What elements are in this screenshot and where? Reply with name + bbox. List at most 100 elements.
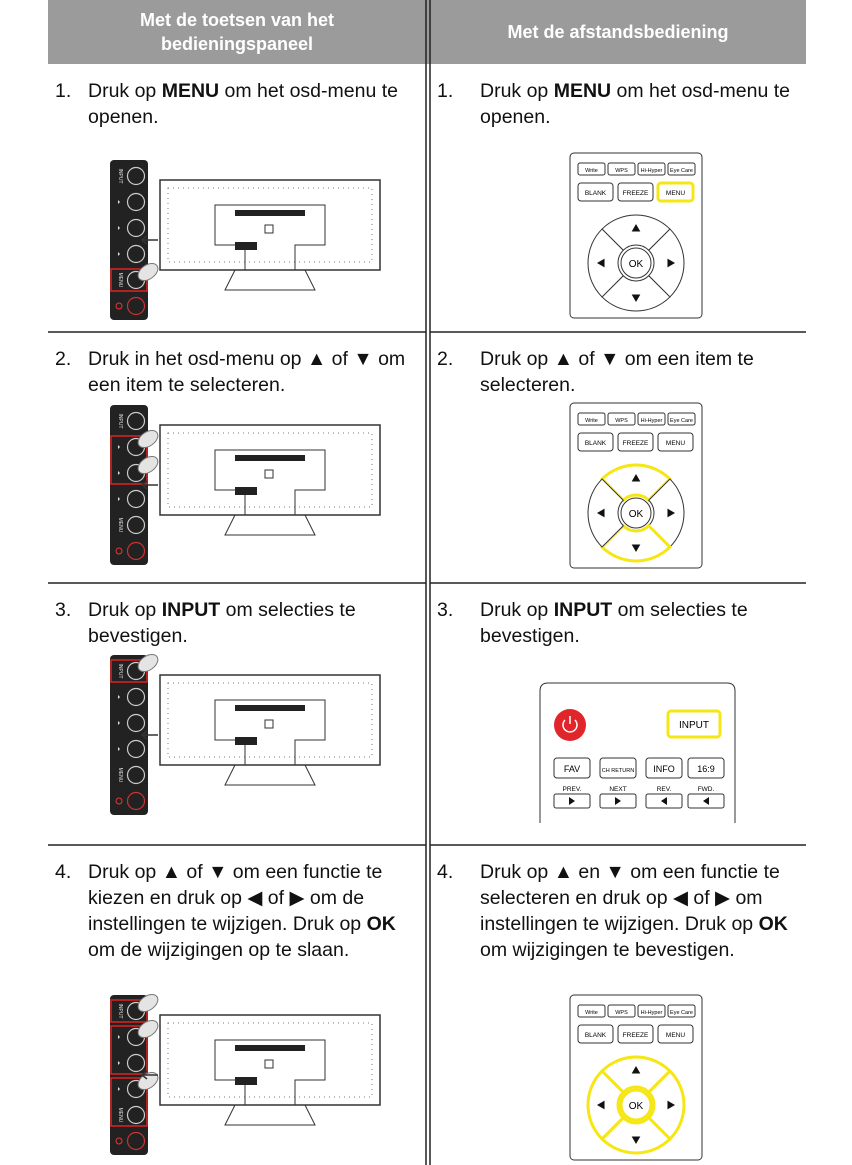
key-label: Eye Care — [670, 418, 693, 424]
ok-label: OK — [629, 509, 644, 520]
control-panel: INPUT MENU — [110, 993, 381, 1155]
dpad-arrow — [597, 508, 605, 518]
panel-label: MENU — [117, 273, 123, 288]
monitor-port — [235, 737, 257, 745]
key-mark — [118, 200, 120, 204]
stand — [224, 764, 316, 786]
header-text: Met de toetsen van het bedieningspaneel — [139, 10, 335, 54]
monitor-back — [214, 1039, 326, 1106]
monitor-back — [214, 449, 326, 516]
finger — [137, 1019, 159, 1039]
header-bg — [48, 0, 806, 64]
monitor-port — [264, 224, 274, 234]
dpad-arrow — [631, 294, 641, 302]
monitor-slot — [235, 1045, 305, 1051]
ok-key — [620, 247, 652, 279]
stand — [224, 514, 316, 536]
text-part: om het osd-menu te openen. — [480, 80, 790, 128]
key-label: BLANK — [585, 190, 607, 197]
header-cell: Met de afstandsbediening — [430, 0, 806, 64]
key-label: Hi-Hyper — [641, 1010, 663, 1016]
key-mark — [118, 445, 120, 449]
header-text: Met de afstandsbediening — [507, 22, 729, 42]
finger — [137, 455, 159, 475]
key-mark — [118, 497, 120, 501]
remote-key — [617, 1024, 654, 1044]
remote-key — [687, 757, 725, 779]
panel-button — [126, 791, 146, 811]
panel-button — [126, 765, 146, 785]
monitor-port — [235, 242, 257, 250]
dpad-arrow — [631, 474, 641, 482]
nav-label: PREV. — [563, 786, 582, 793]
key-mark — [118, 252, 120, 256]
monitor-inner — [167, 187, 373, 263]
key-mark — [118, 695, 120, 699]
dpad-down — [601, 275, 671, 312]
panel-button — [126, 1131, 146, 1151]
remote-key — [577, 162, 606, 176]
text-part: OK — [758, 913, 788, 935]
power-icon — [115, 547, 123, 555]
panel-button — [126, 515, 146, 535]
key-mark — [118, 1087, 120, 1091]
text-part: om de wijzigingen op te slaan. — [88, 939, 350, 961]
step-number: 4. — [55, 861, 72, 883]
step-number: 3. — [55, 599, 72, 621]
remote-key — [656, 181, 695, 203]
remote-body — [539, 682, 736, 823]
step-text: Druk op ▲ of ▼ om een functie te kiezen … — [88, 859, 418, 963]
panel-label: MENU — [117, 768, 123, 783]
text-part: om wijzigingen te bevestigen. — [480, 939, 735, 961]
arrow — [140, 730, 158, 740]
panel-button — [126, 411, 146, 431]
control-panel: INPUT MENU — [110, 405, 381, 565]
panel-button — [126, 1105, 146, 1125]
key-label: WPS — [615, 418, 628, 424]
step-number: 1. — [55, 80, 72, 102]
dpad-left — [587, 478, 624, 548]
nav-icon — [703, 797, 709, 805]
dpad-down — [599, 1115, 673, 1155]
ok-key — [620, 497, 652, 529]
key-mark — [118, 226, 120, 230]
power-icon — [562, 716, 578, 733]
monitor-port — [235, 1077, 257, 1085]
text-part: Druk op — [480, 80, 554, 102]
monitor-inner — [167, 432, 373, 508]
panel-body — [110, 655, 148, 815]
panel-button — [126, 192, 146, 212]
key-label: Eye Care — [670, 168, 693, 174]
panel-button — [126, 218, 146, 238]
text-part: om selecties te bevestigen. — [480, 599, 748, 647]
power-key — [554, 709, 586, 741]
remote: Write WPS Hi-Hyper Eye Care BLANK FREEZE MENU O… — [569, 402, 703, 569]
remote-key — [667, 412, 696, 426]
step-text: Druk op INPUT om selecties te bevestigen… — [88, 597, 418, 649]
nav-icon — [615, 797, 621, 805]
remote-key — [607, 412, 636, 426]
panel-body — [110, 160, 148, 320]
key-label: INFO — [653, 764, 675, 774]
monitor-inner — [167, 1022, 373, 1098]
step-number: 3. — [437, 599, 454, 621]
text-part: Druk op — [88, 599, 162, 621]
text-part: Druk op ▲ of ▼ om een functie te kiezen … — [88, 861, 383, 935]
remote-key — [645, 757, 683, 779]
ok-label: OK — [629, 1101, 644, 1112]
text-part: om het osd-menu te openen. — [88, 80, 398, 128]
remote-key — [577, 1024, 614, 1044]
remote-key — [577, 412, 606, 426]
text-part: Druk op — [480, 599, 554, 621]
text-part: Druk op ▲ of ▼ om een item te selecteren… — [480, 348, 754, 396]
dpad-up — [599, 463, 673, 503]
remote-key — [577, 432, 614, 452]
key-label: FREEZE — [623, 190, 649, 197]
monitor-port — [264, 1059, 274, 1069]
panel-label: MENU — [117, 1108, 123, 1123]
key-label: BLANK — [585, 440, 607, 447]
dpad-up — [601, 214, 671, 251]
dpad-arrow — [631, 1066, 641, 1074]
